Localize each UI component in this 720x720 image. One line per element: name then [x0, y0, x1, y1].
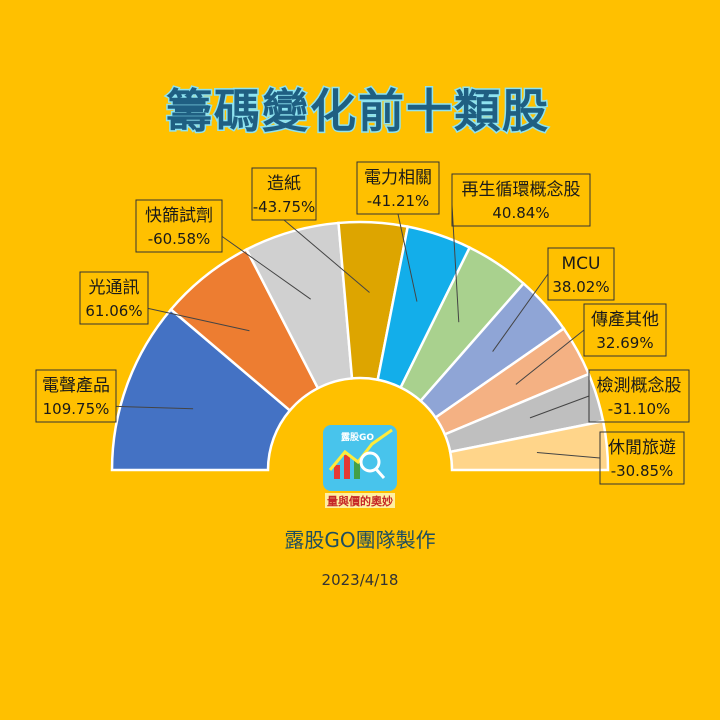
data-label-category: 傳產其他 — [591, 310, 659, 330]
date-text: 2023/4/18 — [322, 571, 399, 589]
data-label-box — [583, 303, 667, 357]
data-label-1: 電聲產品 109.75% — [35, 369, 117, 423]
data-label-7: MCU 38.02% — [547, 247, 615, 301]
data-label-box — [356, 161, 440, 215]
data-label-8: 傳產其他 32.69% — [583, 303, 667, 357]
logo-trend-arrow-icon — [328, 428, 393, 471]
leader-line-2 — [147, 307, 250, 332]
data-label-box — [35, 369, 117, 423]
data-label-category: 快篩試劑 — [145, 206, 213, 226]
data-label-value: 32.69% — [596, 334, 653, 352]
data-label-box — [135, 199, 223, 253]
leader-line-5 — [397, 213, 418, 302]
data-label-10: 休閒旅遊 -30.85% — [599, 431, 685, 485]
leader-line-9 — [529, 395, 590, 419]
data-label-category: 休閒旅遊 — [608, 438, 676, 458]
leader-line-6 — [451, 205, 460, 323]
logo-bar-1 — [334, 465, 340, 479]
logo: 露股GO 量與價的奧妙 — [323, 425, 397, 508]
data-label-box — [547, 247, 615, 301]
leader-line-7 — [492, 273, 549, 352]
leader-line-3 — [221, 235, 311, 300]
leader-lines — [115, 205, 601, 459]
data-label-value: 40.84% — [492, 204, 549, 222]
data-label-category: 檢測概念股 — [597, 375, 682, 396]
data-label-4: 造紙 -43.75% — [251, 167, 317, 221]
leader-line-8 — [515, 329, 585, 385]
data-label-3: 快篩試劑 -60.58% — [135, 199, 223, 253]
logo-brand: 露股GO — [341, 432, 374, 443]
logo-slogan-background — [325, 493, 395, 508]
data-label-value: -30.85% — [611, 462, 674, 480]
data-label-9: 檢測概念股 -31.10% — [588, 369, 690, 423]
data-label-6: 再生循環概念股 40.84% — [451, 173, 591, 227]
data-label-category: 電力相關 — [364, 168, 432, 188]
data-label-box — [251, 167, 317, 221]
data-label-category: 光通訊 — [89, 278, 140, 298]
data-label-value: 38.02% — [552, 278, 609, 296]
data-label-value: -41.21% — [367, 192, 430, 210]
data-label-category: 造紙 — [267, 174, 301, 194]
data-label-category: 電聲產品 — [42, 376, 110, 396]
data-label-value: -31.10% — [608, 400, 671, 418]
data-label-value: 109.75% — [43, 400, 110, 418]
magnifier-icon — [359, 451, 381, 473]
slice-10 — [448, 419, 610, 472]
logo-bar-2 — [344, 455, 350, 479]
data-labels: 電聲產品 109.75% 光通訊 61.06% 快篩試劑 -60.58% 造紙 -43.75%… — [35, 161, 690, 485]
data-label-5: 電力相關 -41.21% — [356, 161, 440, 215]
donut-slices — [110, 220, 610, 472]
data-label-box — [451, 173, 591, 227]
data-label-value: -60.58% — [148, 230, 211, 248]
data-label-2: 光通訊 61.06% — [79, 271, 149, 325]
leader-line-10 — [536, 451, 601, 459]
slice-1 — [110, 307, 292, 472]
data-label-box — [588, 369, 690, 423]
logo-slogan: 量與價的奧妙 — [327, 494, 393, 508]
leader-line-1 — [115, 405, 194, 410]
data-label-value: 61.06% — [85, 302, 142, 320]
credit-text: 露股GO團隊製作 — [284, 528, 435, 552]
logo-bar-3 — [354, 460, 360, 479]
data-label-category: 再生循環概念股 — [462, 179, 581, 200]
data-label-category: MCU — [562, 254, 601, 274]
chart-title: 籌碼變化前十類股 — [166, 84, 550, 138]
leader-line-4 — [283, 219, 370, 293]
data-label-value: -43.75% — [253, 198, 316, 216]
data-label-box — [599, 431, 685, 485]
data-label-box — [79, 271, 149, 325]
